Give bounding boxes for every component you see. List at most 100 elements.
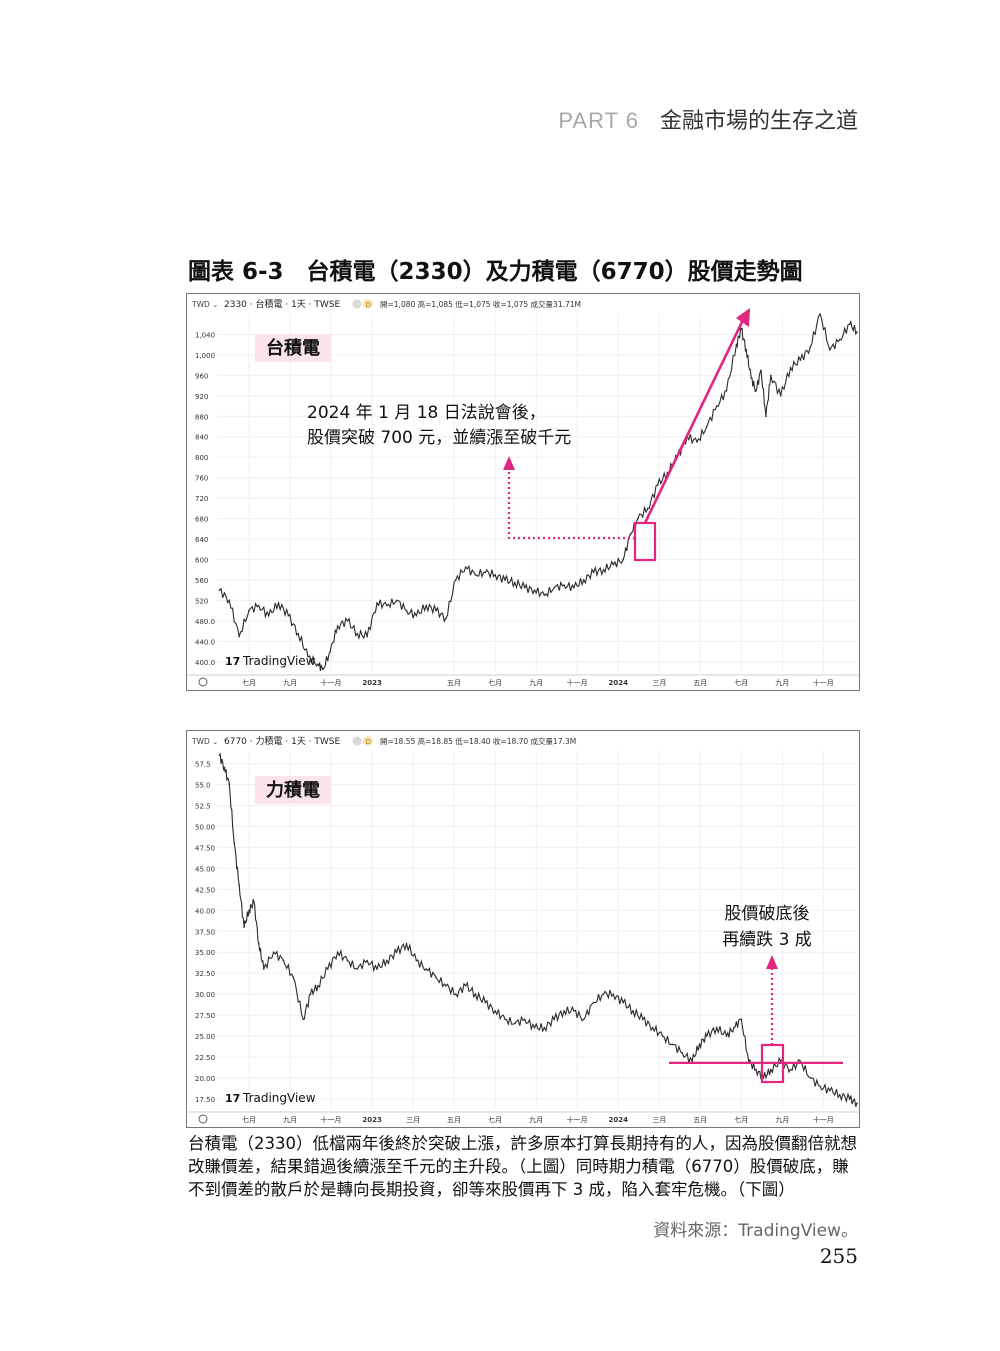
y-tick-label: 440.0 [195,638,215,646]
price-point [262,968,265,970]
annotation-line-2: 再續跌 3 成 [722,930,812,950]
price-point [770,1068,772,1071]
x-tick-label: 三月 [652,1116,666,1124]
price-point [829,1089,831,1092]
price-point [706,425,708,428]
price-point [514,581,516,584]
price-point [755,1068,757,1071]
x-tick-label: 五月 [693,1116,707,1124]
price-point [740,328,743,331]
price-point [637,517,639,520]
y-tick-label: 52.5 [195,802,211,810]
price-point [425,604,428,607]
price-point [322,668,324,671]
price-point [779,1060,782,1063]
badge-circle [363,736,373,746]
price-point [292,976,295,979]
annotation-line-2: 股價突破 700 元，並續漲至破千元 [307,428,571,448]
price-point [494,574,496,576]
y-tick-label: 17.50 [195,1096,215,1104]
price-point [779,395,782,397]
trend-arrow-head [736,308,750,327]
price-point [573,1010,575,1012]
ohlc-readout: 開=1,080 高=1,085 低=1,075 收=1,075 成交量31.71… [380,299,581,309]
price-point [553,1018,556,1021]
settings-icon [198,1114,208,1124]
price-point [715,1026,718,1029]
price-point [612,993,615,995]
price-point [504,579,506,581]
price-point [514,1022,516,1025]
figure-title: 圖表 6-3 台積電（2330）及力積電（6770）股價走勢圖 [188,259,803,285]
price-point [494,1010,496,1012]
price-point [632,1010,634,1012]
x-tick-label: 五月 [447,679,461,687]
price-point [218,589,221,591]
x-tick-label: 十一月 [813,678,834,687]
y-tick-label: 35.00 [195,949,215,957]
price-point [809,1077,812,1079]
price-point [464,566,467,568]
price-point [573,586,575,589]
price-point [602,993,605,995]
price-point [691,1060,693,1063]
price-point [386,959,388,962]
price-point [533,1026,536,1029]
symbol-line: 2330 · 台積電 · 1天 · TWSE [224,298,340,310]
price-point [696,441,698,443]
price-point [829,349,831,351]
page-header: PART 6 金融市場的生存之道 [558,103,858,135]
price-point [745,349,748,351]
x-tick-label: 2024 [608,679,628,687]
price-point [582,1018,585,1021]
x-tick-label: 三月 [406,1116,420,1124]
stock-label-bg [255,334,331,362]
price-point [277,602,280,604]
price-point [735,343,738,346]
price-point [848,1098,851,1100]
tsmc-chart-panel: TWD ⌄ 2330 · 台積電 · 1天 · TWSE D 開=1,080 高=1,… [186,293,860,691]
y-tick-label: 42.50 [195,886,215,894]
price-point [223,766,226,769]
price-point [454,993,457,995]
price-point [233,842,236,845]
price-point [765,415,767,418]
price-point [376,968,378,970]
price-point [856,331,858,333]
y-tick-label: 1,040 [195,331,215,339]
price-point [789,1068,792,1071]
price-point [856,1102,858,1104]
price-point [651,1026,654,1029]
price-point [725,389,728,392]
brand-label: TradingView [242,1091,316,1105]
y-tick-label: 22.50 [195,1054,215,1062]
y-tick-label: 680 [195,516,208,524]
price-point [425,968,428,970]
price-point [317,663,319,666]
psmc-price-chart: TWD ⌄ 6770 · 力積電 · 1天 · TWSE D 開=18.55 高=18… [187,735,859,1124]
y-tick-label: 600 [195,556,208,564]
price-point [317,984,319,987]
x-tick-label: 十一月 [567,1115,588,1124]
x-tick-label: 七月 [242,678,256,687]
price-point [838,1093,841,1096]
price-point [238,884,240,886]
price-point [405,943,408,945]
price-point [415,959,418,962]
price-point [356,632,359,635]
price-point [405,609,408,612]
price-point [629,533,632,535]
price-point [297,632,300,635]
interval-badge: D [366,738,371,746]
y-tick-label: 55.0 [195,782,211,790]
price-point [715,405,718,407]
x-tick-label: 七月 [734,1115,748,1124]
x-tick-label: 十一月 [320,678,341,687]
price-point [464,984,467,987]
price-point [646,507,649,510]
x-tick-label: 九月 [775,1115,789,1124]
price-point [474,993,477,995]
highlight-box [633,521,657,562]
price-point [789,366,792,369]
x-tick-label: 五月 [693,679,707,687]
